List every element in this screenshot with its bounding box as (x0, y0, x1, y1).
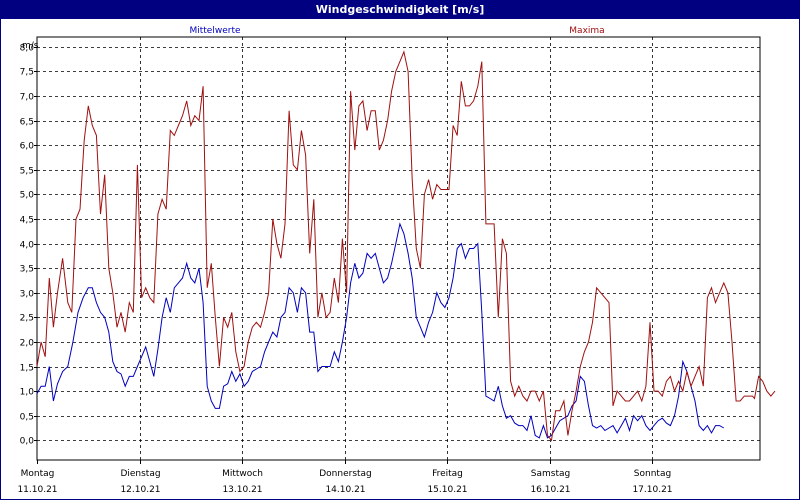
y-axis: 0,0 0,5 1,0 1,5 2,0 2,5 3,0 3,5 4,0 4,5 5,0 5,5 6,0 6… (20, 44, 37, 447)
y-tick-label: 6,0 (20, 142, 35, 152)
x-date-label: 14.10.21 (325, 485, 365, 495)
x-date-label: 11.10.21 (17, 485, 57, 495)
y-tick-label: 0,0 (20, 437, 35, 447)
series-line-mittelwerte (36, 222, 725, 439)
y-tick-label: 3,0 (20, 290, 35, 300)
y-tick-label: 6,5 (20, 118, 34, 128)
grid-layer (37, 37, 760, 460)
y-tick-label: 0,5 (20, 413, 34, 423)
y-tick-label: 2,0 (20, 339, 35, 349)
x-day-label: Donnerstag (319, 469, 372, 479)
series-line-maxima (36, 50, 776, 442)
legend-label-maxima: Maxima (569, 26, 604, 36)
x-date-label: 17.10.21 (632, 485, 672, 495)
x-day-label: Freitag (432, 469, 463, 479)
x-date-label: 15.10.21 (427, 485, 467, 495)
y-tick-label: 3,5 (20, 265, 34, 275)
x-day-label: Sonntag (634, 469, 671, 479)
legend-label-mittelwerte: Mittelwerte (189, 26, 240, 36)
plot-area (36, 36, 761, 461)
x-day-label: Samstag (531, 469, 570, 479)
x-day-label: Montag (21, 469, 55, 479)
x-date-label: 13.10.21 (222, 485, 262, 495)
series-layer (36, 50, 776, 442)
y-tick-label: 1,5 (20, 364, 34, 374)
x-day-label: Mittwoch (222, 469, 263, 479)
y-axis-unit-label: m/s (22, 41, 39, 51)
window-title: Windgeschwindigkeit [m/s] (1, 1, 799, 19)
x-date-label: 12.10.21 (120, 485, 160, 495)
y-tick-label: 8,0 (20, 44, 35, 54)
x-axis: Montag 11.10.21 Dienstag 12.10.21 Mittwoch 13… (17, 460, 673, 495)
y-tick-label: 1,0 (20, 388, 35, 398)
y-tick-label: 7,5 (20, 68, 34, 78)
y-tick-label: 5,5 (20, 167, 34, 177)
y-tick-label: 5,0 (20, 191, 35, 201)
y-tick-label: 4,0 (20, 241, 35, 251)
y-tick-label: 4,5 (20, 216, 34, 226)
x-day-label: Dienstag (120, 469, 160, 479)
y-tick-label: 7,0 (20, 93, 35, 103)
legend: Mittelwerte Maxima (189, 26, 604, 36)
x-date-label: 16.10.21 (530, 485, 570, 495)
y-tick-label: 2,5 (20, 314, 34, 324)
